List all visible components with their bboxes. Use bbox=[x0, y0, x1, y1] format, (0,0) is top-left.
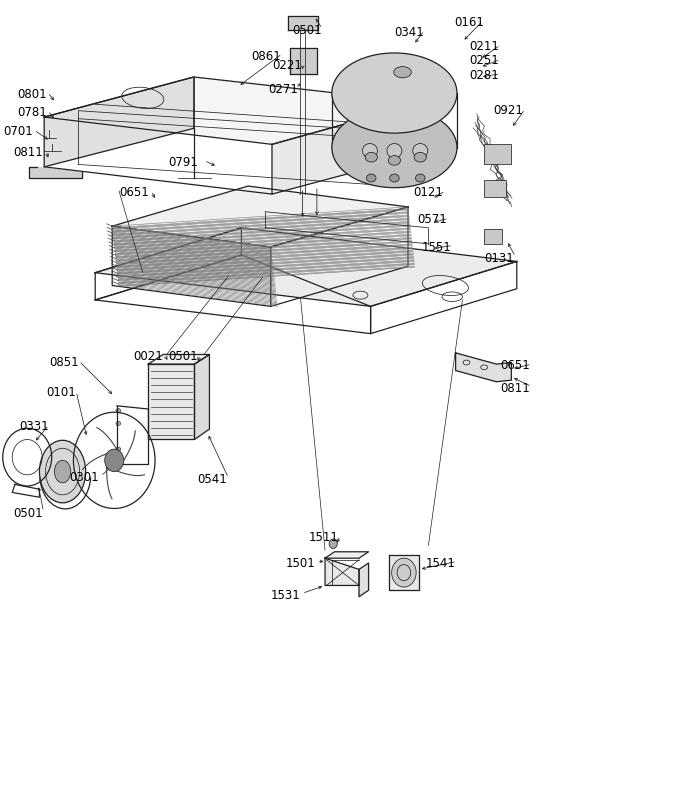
Polygon shape bbox=[29, 167, 82, 178]
Polygon shape bbox=[272, 103, 422, 194]
Ellipse shape bbox=[116, 409, 121, 412]
Ellipse shape bbox=[394, 67, 411, 78]
Text: 1551: 1551 bbox=[422, 241, 452, 253]
Text: 1541: 1541 bbox=[426, 557, 456, 569]
Text: 0701: 0701 bbox=[3, 125, 33, 138]
Circle shape bbox=[392, 558, 416, 587]
Ellipse shape bbox=[365, 152, 377, 162]
Circle shape bbox=[105, 449, 124, 472]
Text: 0251: 0251 bbox=[469, 55, 499, 67]
Text: 0811: 0811 bbox=[14, 146, 44, 159]
Polygon shape bbox=[456, 353, 511, 382]
Text: 0651: 0651 bbox=[500, 359, 530, 372]
Text: 0341: 0341 bbox=[394, 26, 424, 38]
Text: 1501: 1501 bbox=[286, 557, 316, 569]
Text: 0501: 0501 bbox=[292, 24, 322, 37]
FancyBboxPatch shape bbox=[484, 144, 511, 164]
Circle shape bbox=[329, 539, 337, 549]
Text: 0101: 0101 bbox=[46, 387, 76, 399]
Polygon shape bbox=[288, 16, 318, 30]
Polygon shape bbox=[148, 354, 209, 364]
Polygon shape bbox=[44, 77, 422, 144]
Polygon shape bbox=[325, 558, 359, 585]
Polygon shape bbox=[389, 555, 419, 590]
Polygon shape bbox=[338, 140, 451, 162]
Text: 0861: 0861 bbox=[252, 50, 282, 63]
Text: 0801: 0801 bbox=[17, 88, 47, 101]
Ellipse shape bbox=[332, 53, 457, 133]
Ellipse shape bbox=[388, 156, 401, 165]
Text: 0271: 0271 bbox=[268, 83, 298, 96]
Polygon shape bbox=[112, 186, 408, 247]
Text: 0501: 0501 bbox=[14, 507, 44, 520]
Text: 0301: 0301 bbox=[69, 472, 99, 484]
Text: 1511: 1511 bbox=[309, 531, 339, 544]
Ellipse shape bbox=[414, 152, 426, 162]
Text: 0161: 0161 bbox=[454, 16, 484, 29]
Text: 0851: 0851 bbox=[49, 356, 79, 369]
Text: 0791: 0791 bbox=[169, 156, 199, 168]
FancyBboxPatch shape bbox=[484, 180, 506, 197]
Text: 0131: 0131 bbox=[484, 252, 514, 265]
Ellipse shape bbox=[387, 144, 402, 158]
Ellipse shape bbox=[54, 460, 71, 483]
FancyBboxPatch shape bbox=[484, 229, 502, 244]
Text: 0331: 0331 bbox=[19, 420, 49, 433]
Text: 0811: 0811 bbox=[500, 382, 530, 395]
Text: 0501: 0501 bbox=[169, 350, 199, 363]
Polygon shape bbox=[44, 77, 194, 167]
Ellipse shape bbox=[116, 448, 121, 451]
Ellipse shape bbox=[415, 174, 425, 182]
Text: 0571: 0571 bbox=[418, 213, 447, 226]
Polygon shape bbox=[325, 552, 369, 558]
Text: 1531: 1531 bbox=[271, 589, 301, 602]
Ellipse shape bbox=[390, 174, 399, 182]
Ellipse shape bbox=[362, 144, 377, 158]
Text: 0121: 0121 bbox=[413, 186, 443, 199]
Text: 0211: 0211 bbox=[469, 40, 499, 53]
Text: 0281: 0281 bbox=[469, 69, 499, 82]
Text: 0021: 0021 bbox=[133, 350, 163, 363]
Ellipse shape bbox=[116, 459, 121, 462]
Polygon shape bbox=[359, 563, 369, 597]
Text: 0921: 0921 bbox=[494, 104, 524, 117]
Polygon shape bbox=[95, 228, 517, 306]
Ellipse shape bbox=[332, 107, 457, 188]
Text: 0781: 0781 bbox=[17, 106, 47, 119]
Text: 0221: 0221 bbox=[272, 59, 302, 72]
Ellipse shape bbox=[413, 144, 428, 158]
Ellipse shape bbox=[116, 422, 121, 425]
Ellipse shape bbox=[367, 174, 376, 182]
Ellipse shape bbox=[39, 440, 86, 503]
Text: 0541: 0541 bbox=[197, 473, 227, 486]
Polygon shape bbox=[290, 48, 317, 74]
Polygon shape bbox=[148, 364, 194, 439]
Polygon shape bbox=[194, 354, 209, 439]
Text: 0651: 0651 bbox=[119, 186, 149, 199]
